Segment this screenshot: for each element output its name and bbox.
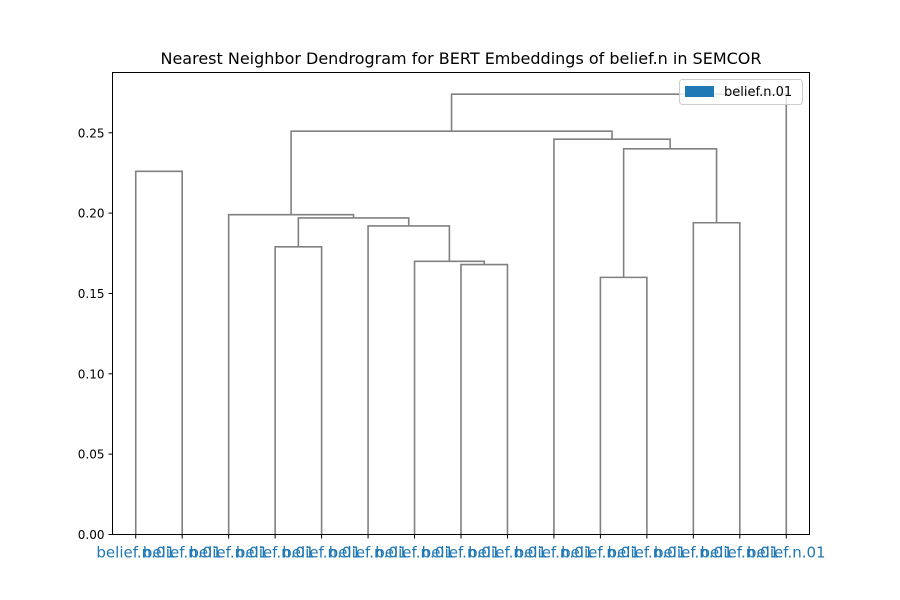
leaf-label: belief.n.01 xyxy=(700,544,779,562)
plot-frame xyxy=(112,72,810,535)
legend-label: belief.n.01 xyxy=(724,85,792,100)
dendrogram-links xyxy=(134,93,788,535)
dendrogram-link xyxy=(450,93,788,535)
leaf-label: belief.n.01 xyxy=(561,544,640,562)
y-axis: 0.00 0.05 0.10 0.15 0.20 0.25 xyxy=(78,126,113,542)
leaf-label: belief.n.01 xyxy=(422,544,501,562)
y-tick-label: 0.25 xyxy=(78,126,105,140)
dendrogram-link xyxy=(274,246,323,535)
leaf-label: belief.n.01 xyxy=(468,544,547,562)
legend-swatch xyxy=(685,86,714,97)
leaf-label: belief.n.01 xyxy=(654,544,733,562)
y-tick-label: 0.15 xyxy=(78,287,105,301)
dendrogram-link xyxy=(227,213,355,535)
leaf-label: belief.n.01 xyxy=(189,544,268,562)
dendrogram-link xyxy=(553,138,671,535)
y-tick-label: 0.00 xyxy=(78,528,105,542)
legend-box xyxy=(679,79,803,105)
leaf-labels: belief.n.01belief.n.01belief.n.01belief.… xyxy=(96,534,826,562)
dendrogram-link xyxy=(290,130,613,215)
y-tick-label: 0.05 xyxy=(78,448,105,462)
y-tick-label: 0.10 xyxy=(78,367,105,381)
leaf-label: belief.n.01 xyxy=(96,544,175,562)
chart-title: Nearest Neighbor Dendrogram for BERT Emb… xyxy=(160,49,761,68)
leaf-label: belief.n.01 xyxy=(329,544,408,562)
leaf-label: belief.n.01 xyxy=(282,544,361,562)
leaf-label: belief.n.01 xyxy=(515,544,594,562)
y-tick-label: 0.20 xyxy=(78,207,105,221)
legend: belief.n.01 xyxy=(679,79,803,105)
leaf-label: belief.n.01 xyxy=(236,544,315,562)
dendrogram-link xyxy=(297,217,410,247)
dendrogram-link xyxy=(134,170,183,535)
dendrogram-link xyxy=(599,276,648,535)
leaf-label: belief.n.01 xyxy=(375,544,454,562)
leaf-label: belief.n.01 xyxy=(143,544,222,562)
leaf-label: belief.n.01 xyxy=(747,544,826,562)
leaf-label: belief.n.01 xyxy=(608,544,687,562)
